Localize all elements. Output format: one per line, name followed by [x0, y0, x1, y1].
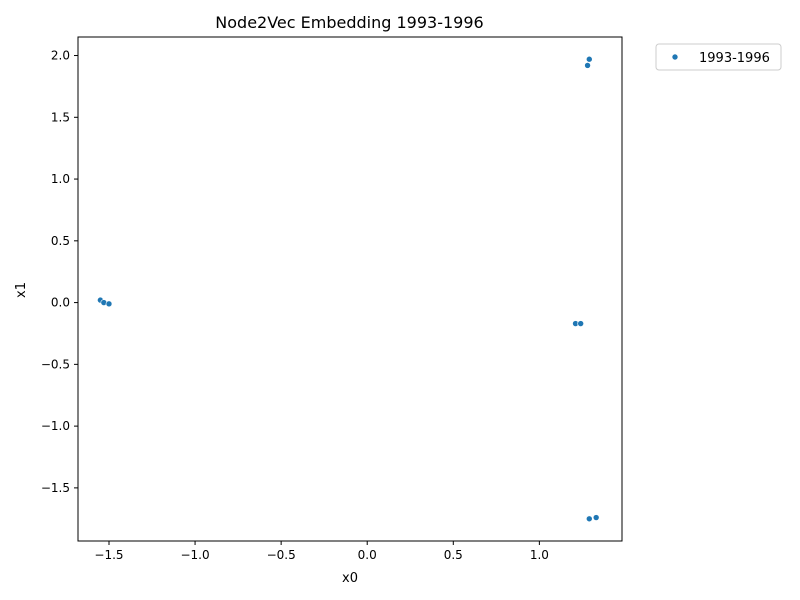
y-tick-label: 0.5: [51, 234, 70, 248]
y-tick-label: −0.5: [41, 357, 70, 371]
legend-frame: [655, 43, 782, 71]
plot-area: [77, 36, 623, 542]
y-tick-label: −1.5: [41, 481, 70, 495]
legend-marker: [671, 53, 679, 61]
x-axis-label: x0: [342, 571, 358, 586]
x-axis-ticks: −1.5 −1.0 −0.5 0.0 0.5 1.0: [94, 541, 549, 562]
scatter-point: [577, 320, 584, 327]
y-tick-label: 0.0: [51, 296, 70, 310]
scatter-point: [585, 55, 593, 63]
y-tick-label: 1.0: [51, 172, 70, 186]
scatter-point: [585, 515, 593, 523]
y-axis-label: x1: [14, 282, 29, 298]
x-tick-label: 0.5: [444, 548, 463, 562]
y-tick-label: 2.0: [51, 49, 70, 63]
axes-frame: [77, 36, 623, 542]
legend: 1993-1996: [655, 43, 782, 71]
scatter-markers: [97, 55, 600, 523]
y-tick-label: −1.0: [41, 419, 70, 433]
x-tick-label: −1.0: [180, 548, 209, 562]
chart-title: Node2Vec Embedding 1993-1996: [215, 13, 483, 32]
y-tick-label: 1.5: [51, 110, 70, 124]
scatter-point: [584, 62, 591, 69]
x-tick-label: −0.5: [267, 548, 296, 562]
x-tick-label: −1.5: [94, 548, 123, 562]
scatter-point: [105, 300, 113, 308]
y-axis-ticks: −1.5 −1.0 −0.5 0.0 0.5 1.0 1.5 2.0: [41, 49, 78, 495]
x-tick-label: 1.0: [530, 548, 549, 562]
scatter-point: [592, 514, 600, 521]
legend-label: 1993-1996: [699, 51, 770, 66]
x-tick-label: 0.0: [358, 548, 377, 562]
